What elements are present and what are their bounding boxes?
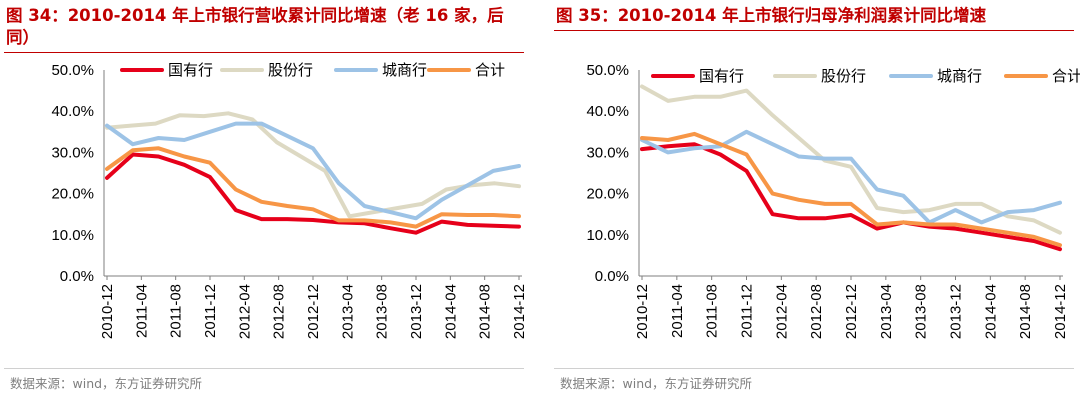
x-tick-label: 2014-12 bbox=[1052, 284, 1069, 339]
chart-panel-net-profit: 图 35：2010-2014 年上市银行归母净利润累计同比增速 0.0% 10.0… bbox=[550, 0, 1080, 403]
y-tick-label: 10.0% bbox=[586, 227, 629, 244]
title-divider bbox=[554, 30, 1074, 31]
x-tick-label: 2011-04 bbox=[133, 284, 150, 338]
y-tick-label: 50.0% bbox=[586, 62, 629, 79]
legend-label: 国有行 bbox=[168, 61, 213, 79]
x-tick-label: 2011-04 bbox=[669, 284, 686, 338]
x-tick-label: 2014-04 bbox=[442, 284, 459, 339]
x-tick-label: 2012-08 bbox=[808, 284, 825, 339]
x-tick-label: 2012-12 bbox=[305, 284, 322, 339]
x-tick-label: 2010-12 bbox=[634, 284, 651, 339]
x-tick-label: 2014-12 bbox=[511, 284, 528, 339]
y-tick-label: 20.0% bbox=[586, 186, 629, 203]
legend-label: 合计 bbox=[1052, 67, 1080, 85]
x-tick-label: 2012-08 bbox=[271, 284, 288, 339]
y-tick-label: 10.0% bbox=[51, 227, 94, 244]
revenue-growth-chart: 0.0% 10.0% 20.0% 30.0% 40.0% 50.0% 2010-12 2011… bbox=[51, 61, 528, 339]
chart-panel-revenue: 图 34：2010-2014 年上市银行营收累计同比增速（老 16 家，后同） … bbox=[0, 0, 530, 403]
x-tick-label: 2012-04 bbox=[236, 284, 253, 339]
series-line bbox=[105, 111, 521, 219]
series-line bbox=[105, 146, 521, 229]
x-tick-label: 2011-12 bbox=[202, 284, 219, 338]
series-line bbox=[105, 121, 521, 221]
x-tick-label: 2011-08 bbox=[704, 284, 721, 338]
y-tick-label: 20.0% bbox=[51, 186, 94, 203]
source-divider bbox=[554, 368, 1074, 369]
chart-title: 图 35：2010-2014 年上市银行归母净利润累计同比增速 bbox=[556, 6, 987, 25]
y-tick-label: 30.0% bbox=[51, 144, 94, 161]
x-tick-label: 2014-08 bbox=[1017, 284, 1034, 339]
legend-label: 合计 bbox=[475, 61, 505, 79]
x-tick-label: 2011-12 bbox=[739, 284, 756, 338]
x-tick-label: 2014-04 bbox=[982, 284, 999, 339]
y-tick-label: 0.0% bbox=[60, 268, 94, 285]
legend-label: 城商行 bbox=[382, 61, 427, 79]
x-tick-label: 2011-08 bbox=[168, 284, 185, 338]
x-tick-label: 2013-04 bbox=[878, 284, 895, 339]
legend-label: 股份行 bbox=[821, 67, 866, 85]
title-divider bbox=[4, 52, 524, 53]
source-note: 数据来源：wind，东方证券研究所 bbox=[10, 376, 203, 391]
chart-title: 图 34：2010-2014 年上市银行营收累计同比增速（老 16 家，后同） bbox=[6, 6, 504, 47]
x-tick-label: 2012-12 bbox=[843, 284, 860, 339]
x-tick-label: 2010-12 bbox=[99, 284, 116, 339]
net-profit-growth-chart: 0.0% 10.0% 20.0% 30.0% 40.0% 50.0% 2010-12 2011… bbox=[586, 62, 1080, 339]
x-tick-label: 2013-08 bbox=[913, 284, 930, 339]
x-tick-label: 2013-12 bbox=[408, 284, 425, 339]
legend-label: 国有行 bbox=[699, 67, 744, 85]
source-divider bbox=[4, 368, 524, 369]
x-tick-label: 2013-04 bbox=[339, 284, 356, 339]
x-tick-label: 2014-08 bbox=[477, 284, 494, 339]
y-tick-label: 0.0% bbox=[595, 268, 629, 285]
x-tick-label: 2013-12 bbox=[948, 284, 965, 339]
y-tick-label: 40.0% bbox=[586, 103, 629, 120]
legend-label: 城商行 bbox=[937, 67, 982, 85]
x-tick-label: 2013-08 bbox=[374, 284, 391, 339]
x-tick-label: 2012-04 bbox=[773, 284, 790, 339]
series-line bbox=[640, 129, 1062, 225]
legend-label: 股份行 bbox=[268, 61, 313, 79]
y-tick-label: 40.0% bbox=[51, 103, 94, 120]
series-line bbox=[640, 142, 1062, 252]
y-tick-label: 50.0% bbox=[51, 62, 94, 79]
source-note: 数据来源：wind，东方证券研究所 bbox=[560, 376, 753, 391]
y-tick-label: 30.0% bbox=[586, 144, 629, 161]
series-line bbox=[105, 152, 521, 235]
series-line bbox=[640, 131, 1062, 248]
series-line bbox=[640, 84, 1062, 235]
